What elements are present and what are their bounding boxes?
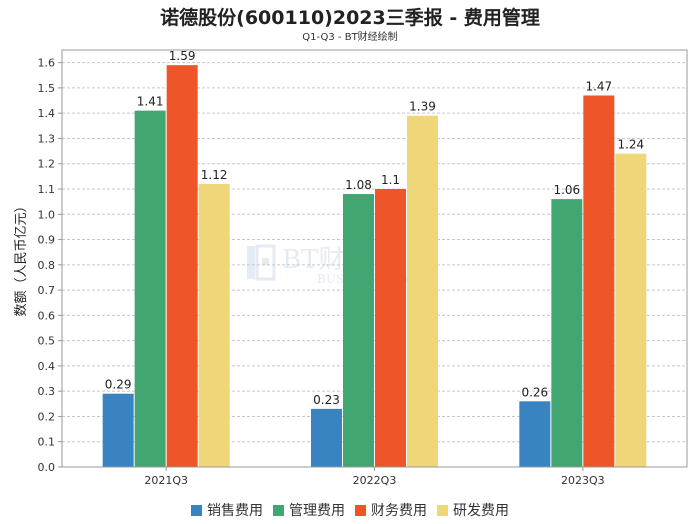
legend-swatch <box>273 505 284 516</box>
bar <box>102 393 134 467</box>
bar <box>311 408 342 467</box>
data-label: 0.26 <box>521 385 548 399</box>
y-tick-label: 1.2 <box>38 158 56 171</box>
bar <box>375 189 406 467</box>
legend-swatch <box>191 505 202 516</box>
bar <box>343 194 374 467</box>
y-tick-label: 0.0 <box>38 461 56 474</box>
y-tick-label: 0.6 <box>38 309 56 322</box>
data-label: 1.47 <box>585 79 612 93</box>
y-tick-label: 0.7 <box>38 284 56 297</box>
chart-title: 诺德股份(600110)2023三季报 - 费用管理 <box>160 7 540 29</box>
y-tick-label: 0.4 <box>38 360 56 373</box>
y-tick-label: 1.3 <box>38 132 56 145</box>
bar <box>134 110 166 468</box>
grid-lines <box>62 62 687 443</box>
y-tick-label: 1.1 <box>38 183 56 196</box>
legend-label: 财务费用 <box>371 503 427 519</box>
legend-swatch <box>437 505 448 516</box>
legend: 销售费用 管理费用 财务费用 研发费用 <box>0 500 700 520</box>
plot-frame <box>61 49 688 468</box>
bar <box>198 183 230 468</box>
x-tick-label: 2022Q3 <box>353 474 397 487</box>
chart-subtitle: Q1-Q3 - BT财经绘制 <box>302 32 398 43</box>
x-tick-label: 2023Q3 <box>561 474 605 487</box>
legend-item: 管理费用 <box>273 500 345 520</box>
data-label: 1.06 <box>553 183 580 197</box>
data-label: 1.08 <box>345 178 372 192</box>
y-tick-label: 0.3 <box>38 385 56 398</box>
data-label: 1.12 <box>201 168 228 182</box>
bar <box>407 115 438 467</box>
bar <box>615 153 647 468</box>
y-tick-label: 0.1 <box>38 436 56 449</box>
y-tick-label: 1.6 <box>38 57 56 70</box>
y-tick-label: 0.8 <box>38 259 56 272</box>
y-tick-label: 0.9 <box>38 234 56 247</box>
data-label: 1.1 <box>381 173 400 187</box>
legend-item: 销售费用 <box>191 500 263 520</box>
legend-swatch <box>355 505 366 516</box>
y-tick-label: 1.0 <box>38 208 56 221</box>
legend-item: 财务费用 <box>355 500 427 520</box>
data-label: 1.24 <box>617 138 644 152</box>
data-label: 0.29 <box>105 378 132 392</box>
y-tick-label: 1.5 <box>38 82 56 95</box>
x-axis-ticks: 2021Q3 2022Q3 2023Q3 <box>144 467 605 487</box>
legend-label: 销售费用 <box>207 503 263 519</box>
x-tick-label: 2021Q3 <box>144 474 188 487</box>
y-tick-label: 0.5 <box>38 335 56 348</box>
legend-item: 研发费用 <box>437 500 509 520</box>
data-label: 1.41 <box>137 95 164 109</box>
legend-label: 管理费用 <box>289 503 345 519</box>
y-tick-label: 0.2 <box>38 410 56 423</box>
y-tick-label: 1.4 <box>38 107 56 120</box>
bar <box>166 65 198 467</box>
data-label: 1.39 <box>409 100 436 114</box>
y-axis-ticks: 0.0 0.1 0.2 0.3 0.4 0.5 0.6 0.7 0.8 0.9 1.0 1.1 1.2 1… <box>38 57 62 474</box>
bar <box>583 95 615 467</box>
bar <box>551 199 583 468</box>
legend-label: 研发费用 <box>453 503 509 519</box>
bars <box>102 65 647 468</box>
data-labels: 0.29 1.41 1.59 1.12 0.23 1.08 1.1 1.39 0.26 1.06 1… <box>105 49 644 407</box>
data-label: 0.23 <box>313 393 340 407</box>
data-label: 1.59 <box>169 49 196 63</box>
bar <box>519 401 551 467</box>
y-axis-label: 数额（人民币亿元） <box>14 199 29 316</box>
